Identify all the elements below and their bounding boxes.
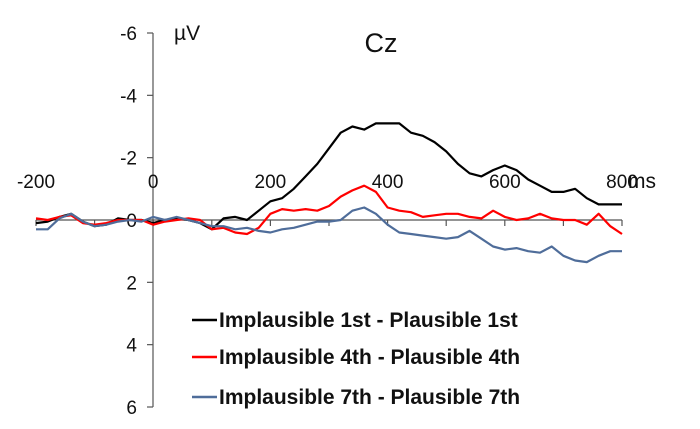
x-tick-label: 0 xyxy=(148,172,159,193)
chart-title: Cz xyxy=(365,28,398,58)
y-tick-label: -2 xyxy=(120,149,137,170)
series-line-3 xyxy=(36,206,622,264)
y-tick-label: 4 xyxy=(126,336,137,357)
y-tick-label: 2 xyxy=(126,273,137,294)
x-tick-label: 200 xyxy=(255,172,287,193)
y-tick-label: 0 xyxy=(126,211,137,232)
y-tick-label: -4 xyxy=(120,86,137,107)
x-tick-label: 800 xyxy=(606,172,638,193)
legend-label: Implausible 4th - Plausible 4th xyxy=(219,346,520,369)
y-tick-label: -6 xyxy=(120,24,137,45)
legend-label: Implausible 1st - Plausible 1st xyxy=(219,309,518,332)
y-axis-unit-label: µV xyxy=(174,22,200,45)
legend-label: Implausible 7th - Plausible 7th xyxy=(219,386,520,409)
x-tick-label: 400 xyxy=(372,172,404,193)
x-tick-label: 600 xyxy=(489,172,521,193)
series-layer xyxy=(35,122,623,264)
series-line-2 xyxy=(35,184,623,236)
x-axis-unit-label: ms xyxy=(628,170,656,193)
x-tick-label: -200 xyxy=(17,172,55,193)
legend: Implausible 1st - Plausible 1st Implausib… xyxy=(192,309,520,409)
y-tick-label: 6 xyxy=(126,398,137,419)
series-line-1 xyxy=(35,122,622,231)
